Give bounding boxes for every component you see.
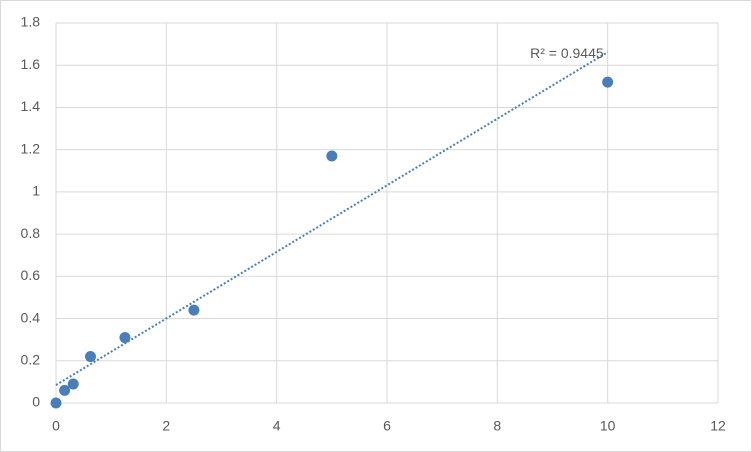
- y-tick-label: 1.8: [21, 14, 41, 30]
- trendline: [55, 51, 609, 386]
- data-point: [119, 332, 131, 344]
- x-tick-label: 10: [600, 418, 616, 434]
- y-tick-label: 1: [32, 183, 40, 199]
- x-tick-label: 2: [162, 418, 170, 434]
- data-point: [67, 378, 79, 390]
- y-tick-label: 1.4: [21, 98, 41, 114]
- data-point: [188, 304, 200, 316]
- data-point: [59, 384, 71, 396]
- x-tick-label: 8: [493, 418, 501, 434]
- y-tick-label: 1.2: [21, 140, 41, 156]
- x-tick-label: 6: [383, 418, 391, 434]
- x-tick-label: 4: [273, 418, 281, 434]
- y-tick-label: 0.4: [21, 309, 41, 325]
- x-tick-label: 12: [710, 418, 726, 434]
- data-point: [602, 76, 614, 88]
- y-tick-label: 1.6: [21, 56, 41, 72]
- trendline-label: R² = 0.9445: [530, 45, 604, 61]
- y-tick-label: 0.2: [21, 351, 41, 367]
- y-tick-label: 0: [32, 394, 40, 410]
- data-point: [50, 397, 62, 409]
- data-point: [326, 150, 338, 162]
- data-point: [84, 351, 96, 363]
- y-tick-label: 0.8: [21, 225, 41, 241]
- x-tick-label: 0: [52, 418, 60, 434]
- y-tick-label: 0.6: [21, 267, 41, 283]
